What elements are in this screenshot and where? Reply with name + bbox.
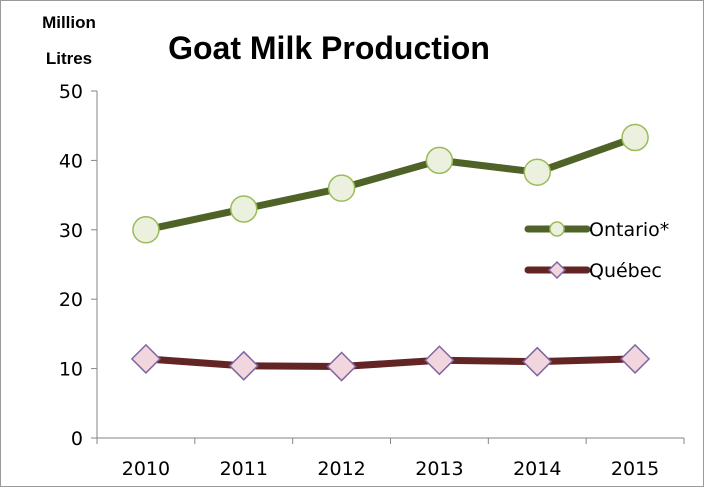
legend: Ontario* Québec bbox=[524, 219, 669, 282]
series-line bbox=[142, 133, 639, 234]
data-point bbox=[522, 346, 553, 377]
x-tick-label: 2015 bbox=[611, 458, 659, 480]
y-tick-label: 0 bbox=[71, 428, 83, 450]
x-tick-label: 2014 bbox=[513, 458, 561, 480]
data-point bbox=[326, 351, 357, 382]
legend-swatch-marker bbox=[547, 260, 567, 280]
x-tick-label: 2013 bbox=[415, 458, 463, 480]
data-point bbox=[523, 158, 551, 186]
y-tick-label: 30 bbox=[59, 220, 83, 242]
series-ontario bbox=[132, 123, 649, 244]
y-tick-label: 50 bbox=[59, 81, 83, 103]
data-point bbox=[425, 146, 454, 175]
x-tick-label: 2010 bbox=[122, 458, 170, 480]
legend-swatch-marker bbox=[549, 221, 565, 237]
chart-title: Goat Milk Production bbox=[168, 30, 490, 66]
data-point bbox=[132, 216, 160, 244]
y-axis-label-line-1: Million bbox=[42, 13, 96, 32]
data-point bbox=[621, 123, 649, 152]
y-axis-label-line-2: Litres bbox=[46, 49, 92, 68]
y-tick-label: 20 bbox=[59, 289, 83, 311]
axes: 0 10 20 30 40 50 2010 2011 2012 2013 2014 2015 bbox=[59, 81, 685, 480]
data-point bbox=[327, 174, 356, 202]
series-layer bbox=[130, 123, 651, 382]
data-point bbox=[424, 345, 455, 376]
data-point bbox=[228, 350, 259, 381]
legend-label: Ontario* bbox=[589, 219, 669, 241]
series-quebec bbox=[130, 343, 651, 382]
legend-entry: Québec bbox=[524, 260, 662, 282]
x-tick-label: 2011 bbox=[220, 458, 268, 480]
legend-label: Québec bbox=[589, 260, 662, 282]
series-line bbox=[142, 355, 639, 371]
legend-entry: Ontario* bbox=[524, 219, 669, 241]
data-point bbox=[620, 343, 651, 374]
y-tick-label: 40 bbox=[59, 150, 83, 172]
data-point bbox=[230, 195, 258, 223]
y-tick-label: 10 bbox=[59, 359, 83, 381]
x-tick-label: 2012 bbox=[317, 458, 365, 480]
data-point bbox=[130, 343, 161, 374]
